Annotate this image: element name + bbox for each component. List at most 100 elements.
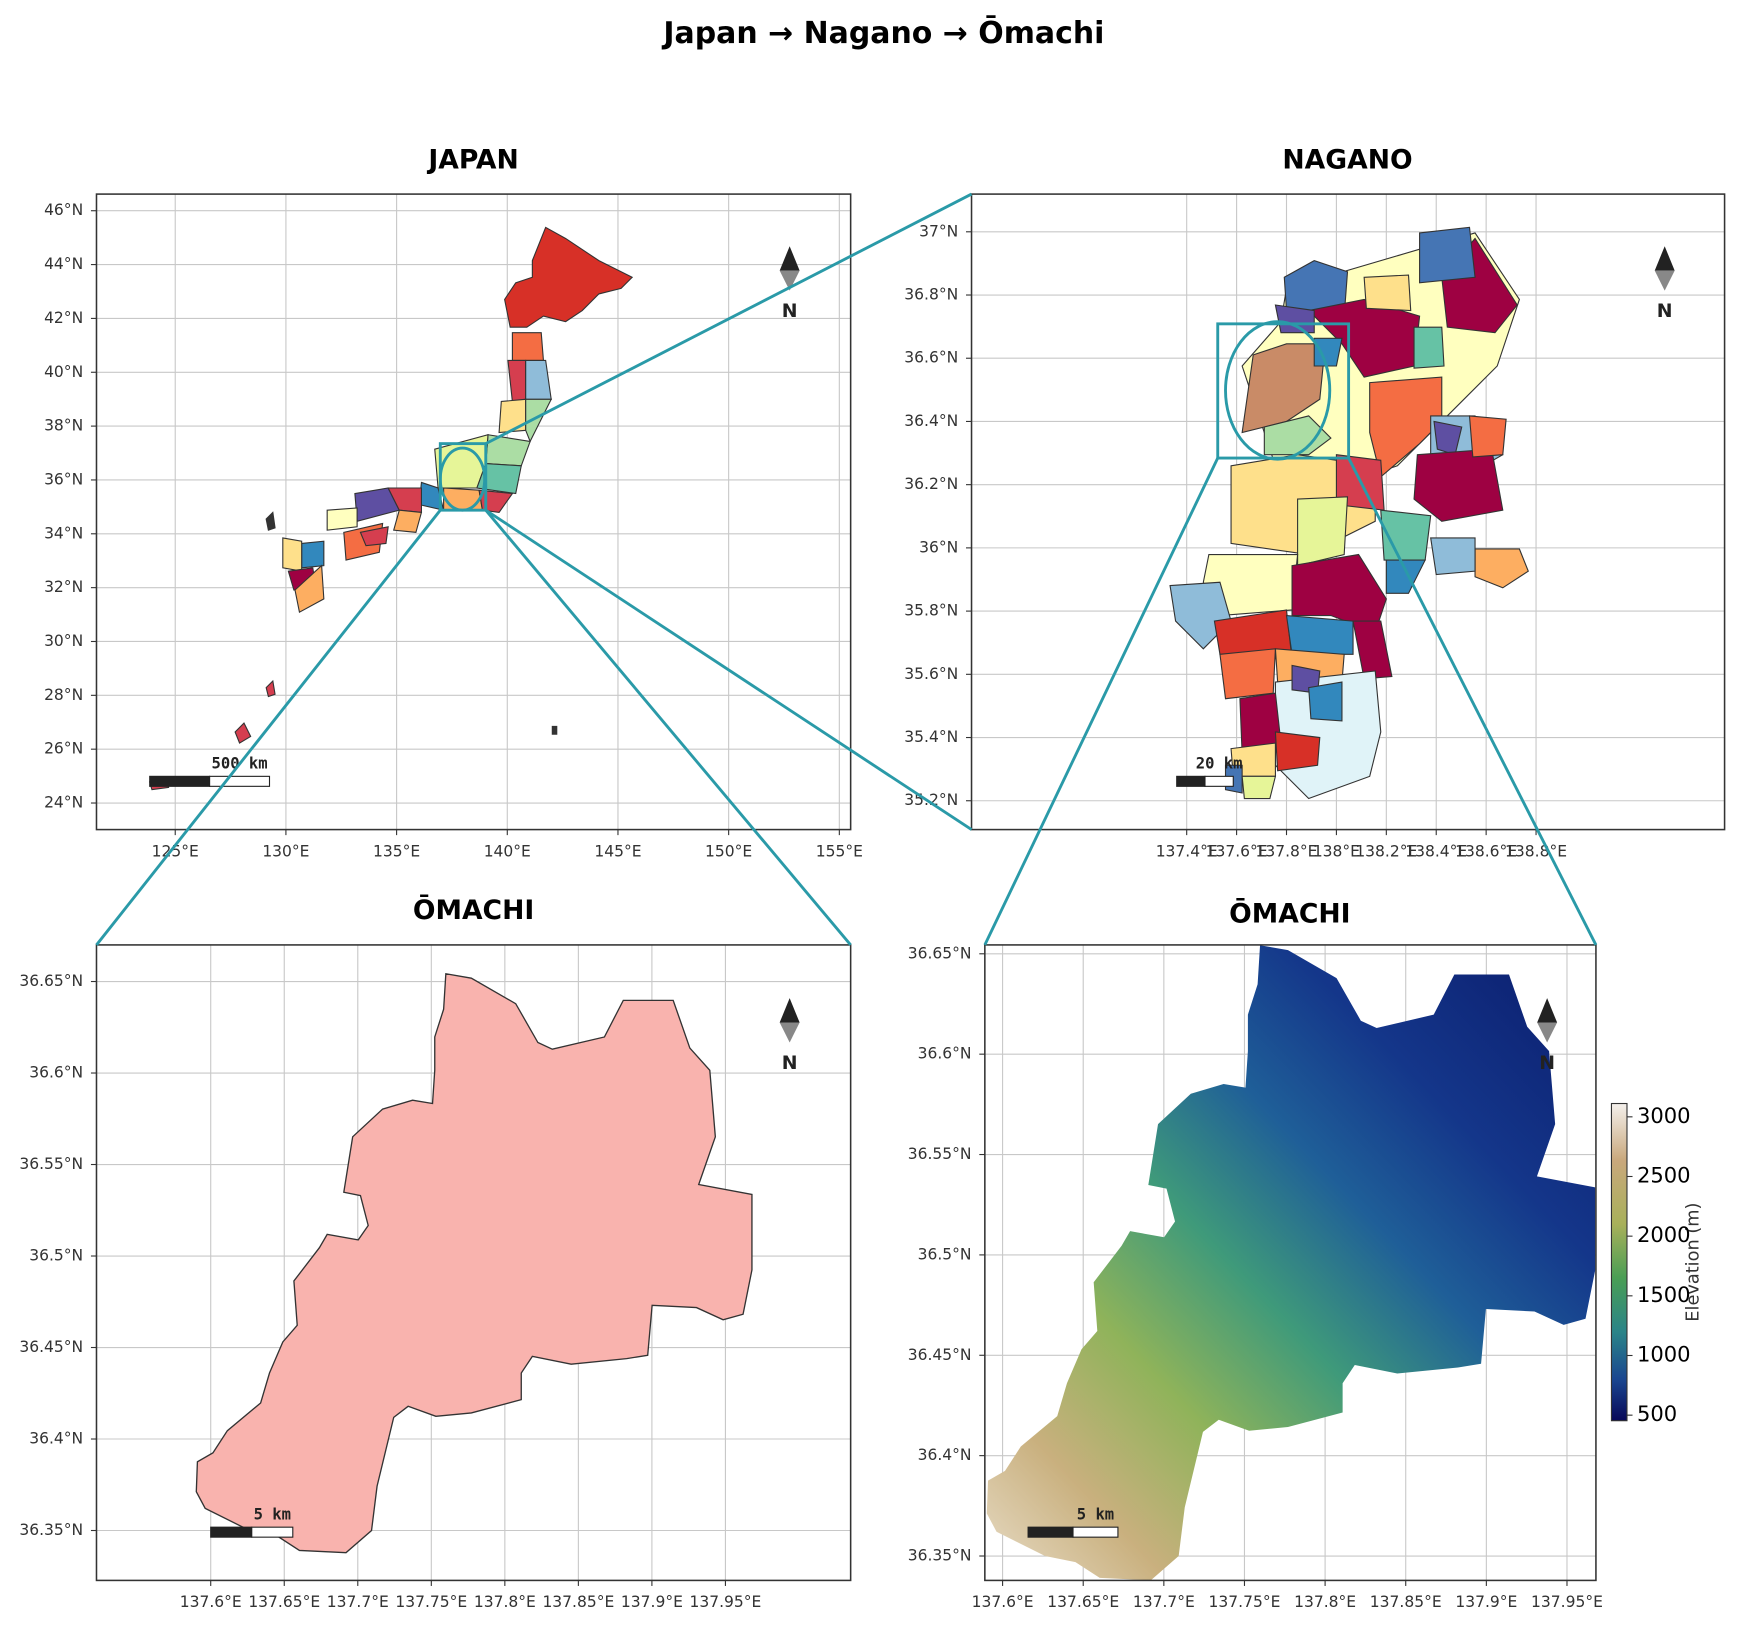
y-tick-label: 36.65°N (908, 944, 972, 962)
y-tick-label: 36.35°N (19, 1521, 83, 1539)
x-tick-label: 137.95°E (690, 1593, 762, 1611)
y-tick-label: 36.4°N (918, 1446, 972, 1464)
y-tick-label: 36°N (919, 538, 958, 556)
y-tick-label: 36.2°N (904, 475, 958, 493)
y-tick-label: 36.6°N (918, 1045, 972, 1063)
colorbar-tick-label: 1000 (1637, 1341, 1691, 1366)
north-arrow (779, 998, 800, 1023)
north-arrow (779, 270, 800, 291)
north-arrow (1654, 246, 1675, 271)
y-tick-label: 37°N (919, 222, 958, 240)
y-tick-label: 36.4°N (29, 1430, 83, 1448)
north-arrow (1654, 270, 1675, 291)
nagano-map (1169, 226, 1529, 800)
panel-title: NAGANO (1282, 144, 1412, 175)
x-tick-label: 137.95°E (1531, 1593, 1603, 1611)
y-tick-label: 38°N (44, 417, 83, 435)
y-tick-label: 36.5°N (918, 1245, 972, 1263)
north-label: N (782, 1053, 798, 1074)
zoom-ellipse (1224, 320, 1332, 461)
colorbar-tick-label: 2000 (1637, 1222, 1691, 1247)
scale-bar-segment (251, 1526, 294, 1538)
panel-frame (970, 193, 1726, 831)
north-label: N (782, 301, 798, 322)
x-tick-label: 137.75°E (1209, 1593, 1281, 1611)
y-tick-label: 30°N (44, 632, 83, 650)
y-tick-label: 24°N (44, 794, 83, 812)
y-tick-label: 35.2°N (904, 791, 958, 809)
connectors (95, 192, 1598, 946)
connector-line (95, 509, 442, 946)
y-tick-label: 36.6°N (29, 1064, 83, 1082)
north-arrow (779, 246, 800, 271)
panel-title: JAPAN (426, 144, 518, 175)
x-tick-label: 137.6°E (1206, 842, 1268, 860)
scale-bar-label: 20 km (1196, 755, 1243, 773)
connector-line (983, 457, 1220, 946)
y-tick-label: 26°N (44, 740, 83, 758)
scale-bar-label: 5 km (1077, 1505, 1114, 1523)
x-tick-label: 137.85°E (542, 1593, 614, 1611)
panel-frame (984, 944, 1597, 1582)
colorbar-label: Elevation (m) (1684, 1203, 1704, 1322)
y-tick-label: 36°N (44, 470, 83, 488)
north-arrow (1537, 998, 1558, 1023)
scale-bar-segment (1027, 1526, 1074, 1538)
colorbar-scale (1610, 1102, 1628, 1422)
y-tick-label: 32°N (44, 578, 83, 596)
x-tick-label: 137.7°E (327, 1593, 389, 1611)
x-tick-label: 137.9°E (621, 1593, 683, 1611)
y-tick-label: 36.55°N (19, 1155, 83, 1173)
panel-frame (95, 193, 852, 831)
x-tick-label: 135°E (373, 842, 420, 860)
y-tick-label: 36.35°N (908, 1547, 972, 1565)
north-label: N (1657, 301, 1673, 322)
north-label: N (1539, 1053, 1555, 1074)
y-tick-label: 36.4°N (904, 412, 958, 430)
colorbar: Elevation (m) (1610, 1102, 1704, 1422)
y-tick-label: 42°N (44, 309, 83, 327)
y-tick-label: 36.6°N (904, 349, 958, 367)
scale-bar-segment (209, 775, 271, 787)
y-tick-label: 46°N (44, 201, 83, 219)
x-tick-label: 137.85°E (1370, 1593, 1442, 1611)
x-tick-label: 138.8°E (1505, 842, 1567, 860)
y-tick-label: 36.45°N (19, 1338, 83, 1356)
scale-bar-segment (1176, 775, 1206, 787)
x-tick-label: 137.8°E (474, 1593, 536, 1611)
panel-title: ŌMACHI (1229, 897, 1350, 929)
panel-frame (95, 944, 852, 1582)
y-tick-label: 36.65°N (19, 972, 83, 990)
y-tick-label: 35.4°N (904, 728, 958, 746)
x-tick-label: 137.75°E (395, 1593, 467, 1611)
panel-title: ŌMACHI (413, 894, 534, 926)
y-tick-label: 36.55°N (908, 1145, 972, 1163)
y-tick-label: 44°N (44, 255, 83, 273)
connector-line (484, 508, 973, 831)
colorbar-tick-label: 1500 (1637, 1282, 1691, 1307)
connector-line (1347, 457, 1598, 946)
x-tick-label: 137.4°E (1156, 842, 1218, 860)
colorbar-tick-label: 3000 (1637, 1103, 1691, 1128)
x-tick-label: 137.6°E (180, 1593, 242, 1611)
x-tick-label: 137.65°E (248, 1593, 320, 1611)
y-tick-label: 34°N (44, 524, 83, 542)
x-tick-label: 137.8°E (1256, 842, 1318, 860)
y-tick-label: 36.5°N (29, 1247, 83, 1265)
x-tick-label: 138.4°E (1405, 842, 1467, 860)
x-tick-label: 137.65°E (1047, 1593, 1119, 1611)
x-tick-label: 150°E (705, 842, 752, 860)
overlay-layer: JAPAN 46°N 44°N 42°N 40°N 38°N 36°N 34°N 32°N 30°… (19, 144, 1726, 1611)
scale-bar-segment (1204, 775, 1234, 787)
scale-bar-segment (1072, 1526, 1119, 1538)
y-tick-label: 36.8°N (904, 286, 958, 304)
north-arrow (1537, 1022, 1558, 1043)
x-tick-label: 145°E (594, 842, 641, 860)
connector-line (485, 192, 973, 445)
x-tick-label: 138°E (1313, 842, 1360, 860)
japan-map (149, 226, 634, 791)
scale-bar-segment (210, 1526, 253, 1538)
north-arrow (779, 1022, 800, 1043)
colorbar-tick-label: 2500 (1637, 1162, 1691, 1187)
